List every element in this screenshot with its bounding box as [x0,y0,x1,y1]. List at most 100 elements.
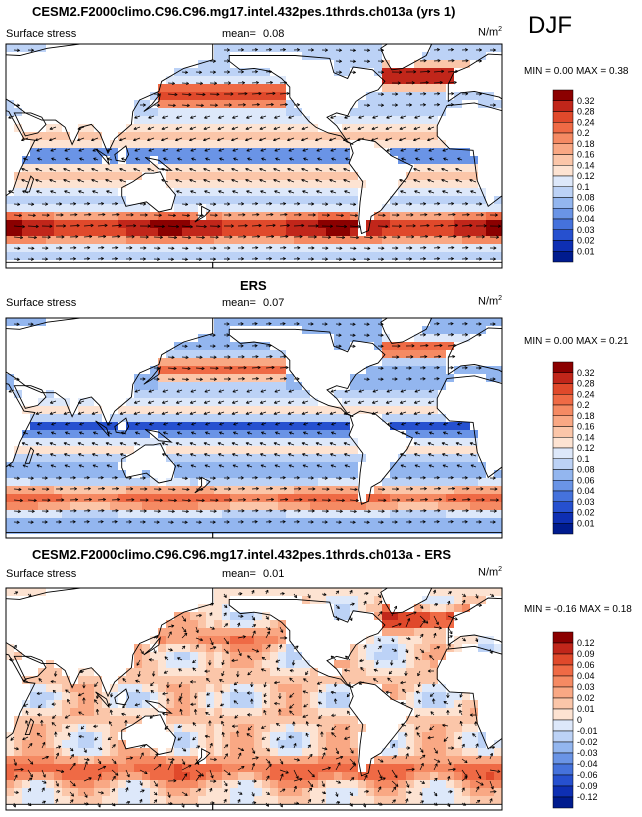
wind-stress-vector [218,148,225,152]
field-cell [246,164,255,173]
wind-stress-vector [195,355,203,359]
field-cell [486,486,495,495]
field-cell [70,668,79,677]
field-cell [430,164,439,173]
field-cell [246,350,255,359]
field-cell [86,156,95,165]
field-cell [214,220,223,229]
field-cell [230,470,239,479]
field-cell [286,486,295,495]
wind-stress-vector [433,343,443,348]
field-cell [358,172,367,181]
field-cell [350,236,359,245]
field-cell [326,68,335,77]
field-cell [30,414,39,423]
coastline [380,44,433,71]
field-cell [86,454,95,463]
field-cell [278,260,287,268]
field-cell [262,140,271,149]
field-cell [62,188,71,197]
field-cell [86,108,95,117]
field-cell [406,52,415,61]
field-cell [102,244,111,253]
field-cell [30,422,39,431]
field-cell [222,326,231,335]
field-cell [254,52,263,61]
field-cell [318,462,327,471]
wind-stress-vector [293,246,301,250]
wind-stress-vector [470,453,477,457]
field-cell [326,60,335,69]
field-cell [414,60,423,69]
field-cell [398,406,407,415]
colorbar-tick-label: 0.18 [577,411,595,421]
field-cell [14,260,23,268]
field-cell [6,132,15,141]
field-cell [246,84,255,93]
wind-stress-vector [307,509,315,513]
wind-stress-vector [55,476,62,480]
field-cell [438,366,447,375]
field-cell [462,406,471,415]
field-cell [446,172,455,181]
wind-stress-vector [167,355,175,359]
field-cell [174,188,183,197]
field-cell [470,502,479,511]
field-cell [134,204,143,213]
field-cell [254,116,263,125]
field-cell [62,374,71,383]
wind-stress-vector [413,400,421,404]
field-cell [14,438,23,447]
colorbar-swatch [552,218,574,230]
field-cell [38,406,47,415]
field-cell [150,100,159,109]
field-cell [478,454,487,463]
field-cell [134,212,143,221]
field-cell [198,446,207,455]
field-cell [326,172,335,181]
field-cell [110,390,119,399]
field-cell [454,76,463,85]
field-cell [214,398,223,407]
field-cell [46,132,55,141]
field-cell [270,414,279,423]
wind-stress-vector [469,442,477,446]
field-cell [366,252,375,261]
coastline [228,328,386,418]
field-cell [430,180,439,189]
wind-stress-vector [153,213,162,217]
field-cell [70,788,79,797]
wind-stress-vector [148,115,155,119]
field-cell [30,156,39,165]
field-cell [334,236,343,245]
field-cell [462,124,471,133]
field-cell [110,676,119,685]
field-cell [382,204,391,213]
field-cell [326,228,335,237]
field-cell [414,212,423,221]
field-cell [118,644,127,653]
field-cell [142,252,151,261]
field-cell [110,772,119,781]
season-label: DJF [528,12,572,39]
field-cell [302,526,311,535]
field-cell [254,526,263,535]
field-cell [134,260,143,268]
field-cell [22,212,31,221]
wind-stress-vector [344,464,351,468]
field-cell [334,534,343,538]
wind-stress-vector [51,422,57,426]
field-cell [366,366,375,375]
field-cell [206,132,215,141]
field-cell [310,350,319,359]
field-cell [126,318,135,327]
wind-stress-vector [195,344,202,348]
field-cell [446,236,455,245]
field-cell [382,422,391,431]
field-cell [6,140,15,149]
field-cell [366,92,375,101]
field-cell [206,470,215,479]
field-cell [238,510,247,519]
field-cell [270,366,279,375]
field-cell [470,84,479,93]
